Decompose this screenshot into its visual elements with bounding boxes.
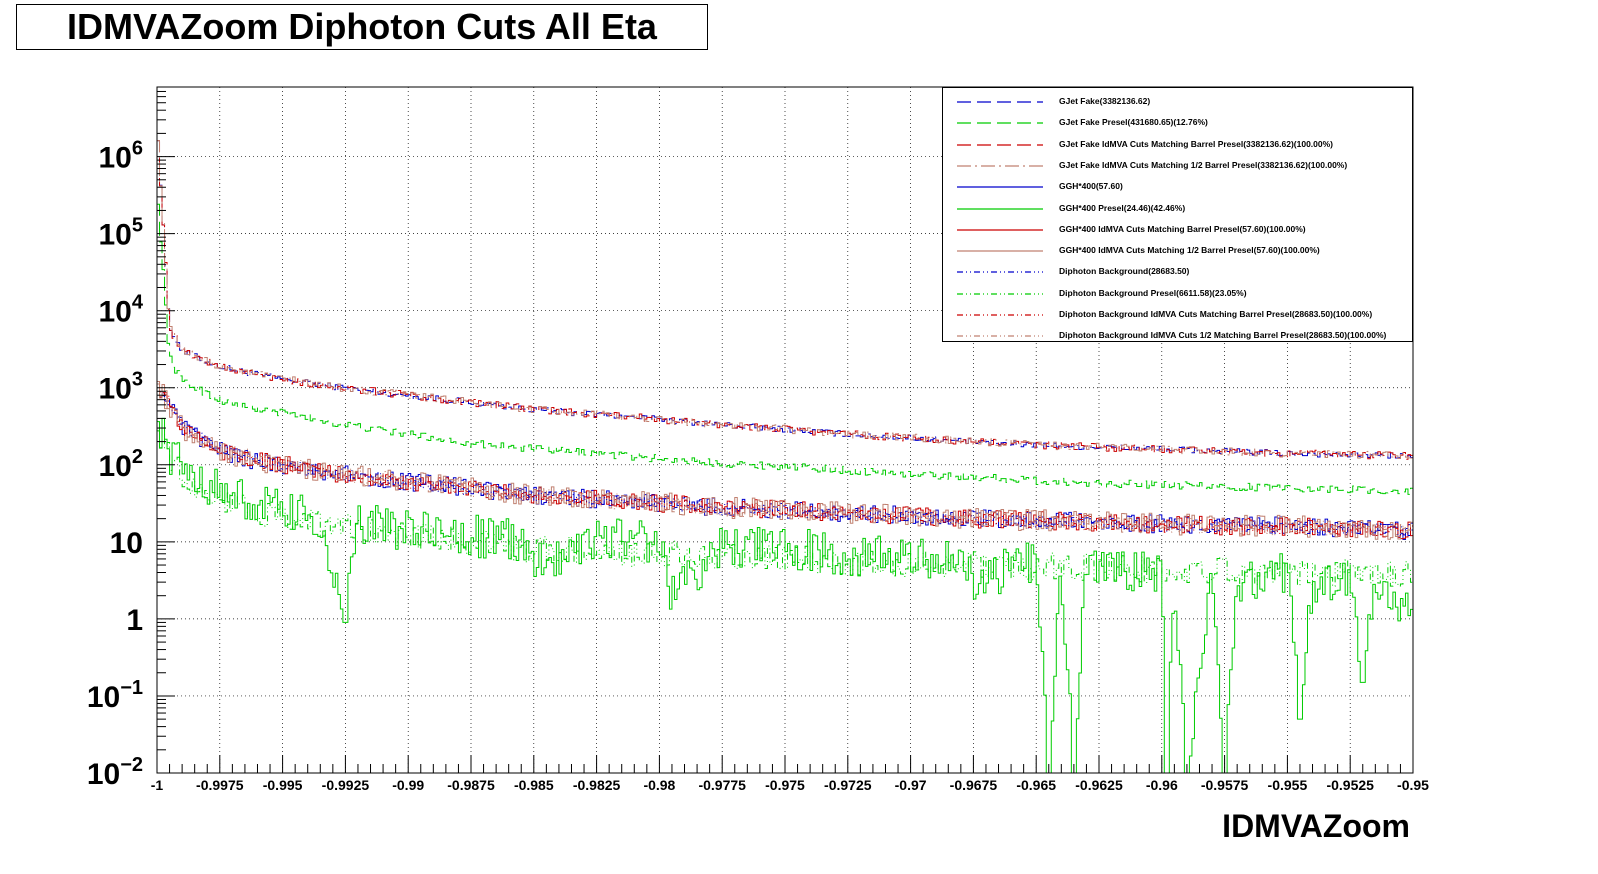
legend-swatch xyxy=(957,122,1043,124)
x-tick-label: -0.9625 xyxy=(1075,777,1123,793)
legend-entry: GJet Fake IdMVA Cuts Matching 1/2 Barrel… xyxy=(943,156,1412,176)
legend-label: GGH*400 Presel(24.46)(42.46%) xyxy=(1059,202,1186,213)
legend-swatch xyxy=(957,229,1043,231)
x-tick-label: -0.995 xyxy=(263,777,303,793)
series-line xyxy=(157,429,1413,587)
legend-label: Diphoton Background IdMVA Cuts 1/2 Match… xyxy=(1059,330,1387,341)
y-tick-label: 104 xyxy=(99,292,144,329)
legend-entry: GGH*400 Presel(24.46)(42.46%) xyxy=(943,199,1412,219)
x-tick-label: -0.9875 xyxy=(447,777,495,793)
y-tick-label: 10 xyxy=(110,527,143,560)
legend-swatch xyxy=(957,143,1043,146)
legend-label: GJet Fake IdMVA Cuts Matching Barrel Pre… xyxy=(1059,138,1334,149)
legend-swatch xyxy=(957,186,1043,188)
legend-swatch xyxy=(957,250,1043,252)
y-tick-label: 1 xyxy=(126,604,143,637)
x-tick-label: -0.9825 xyxy=(573,777,621,793)
legend-swatch xyxy=(957,271,1043,273)
legend-swatch xyxy=(957,314,1043,316)
y-tick-label: 10−1 xyxy=(87,677,143,714)
chart-title: IDMVAZoom Diphoton Cuts All Eta xyxy=(67,6,657,47)
series-line xyxy=(157,203,1413,495)
x-tick-label: -0.9575 xyxy=(1201,777,1249,793)
x-tick-label: -0.99 xyxy=(392,777,424,793)
legend-entry: Diphoton Background IdMVA Cuts 1/2 Match… xyxy=(943,326,1412,346)
x-tick-label: -1 xyxy=(151,777,164,793)
legend-entry: Diphoton Background Presel(6611.58)(23.0… xyxy=(943,284,1412,304)
legend-swatch xyxy=(957,207,1043,210)
legend-entry: GJet Fake(3382136.62) xyxy=(943,92,1412,112)
series-line xyxy=(157,140,1413,460)
legend-entry: GJet Fake Presel(431680.65)(12.76%) xyxy=(943,113,1412,133)
legend-entry: Diphoton Background IdMVA Cuts Matching … xyxy=(943,305,1412,325)
legend-label: Diphoton Background Presel(6611.58)(23.0… xyxy=(1059,287,1247,298)
legend-label: Diphoton Background IdMVA Cuts Matching … xyxy=(1059,309,1373,319)
x-tick-label: -0.9975 xyxy=(196,777,244,793)
legend-entry: GGH*400(57.60) xyxy=(943,177,1412,197)
legend-label: Diphoton Background(28683.50) xyxy=(1059,266,1190,277)
y-tick-label: 10−2 xyxy=(87,754,143,791)
x-tick-label: -0.955 xyxy=(1268,777,1308,793)
x-tick-label: -0.95 xyxy=(1397,777,1429,793)
series-line xyxy=(157,381,1413,537)
legend-entry: Diphoton Background(28683.50) xyxy=(943,262,1412,282)
legend-label: GGH*400 IdMVA Cuts Matching 1/2 Barrel P… xyxy=(1059,245,1320,256)
legend-entry: GJet Fake IdMVA Cuts Matching Barrel Pre… xyxy=(943,135,1412,155)
chart-title-box: IDMVAZoom Diphoton Cuts All Eta xyxy=(16,4,708,50)
legend-label: GGH*400 IdMVA Cuts Matching Barrel Prese… xyxy=(1059,223,1306,234)
x-tick-label: -0.9525 xyxy=(1326,777,1374,793)
series-line xyxy=(157,383,1413,540)
x-axis-label: IDMVAZoom xyxy=(1222,808,1410,844)
x-tick-label: -0.965 xyxy=(1016,777,1056,793)
x-tick-label: -0.9925 xyxy=(322,777,370,793)
legend-swatch xyxy=(957,165,1043,167)
x-tick-label: -0.985 xyxy=(514,777,554,793)
y-tick-label: 106 xyxy=(99,138,144,175)
legend-entry: GGH*400 IdMVA Cuts Matching Barrel Prese… xyxy=(943,220,1412,240)
x-tick-label: -0.97 xyxy=(895,777,927,793)
x-tick-label: -0.9725 xyxy=(824,777,872,793)
legend-label: GJet Fake IdMVA Cuts Matching 1/2 Barrel… xyxy=(1059,159,1348,170)
axis-ticks xyxy=(156,86,1414,774)
series-line xyxy=(157,383,1413,540)
legend-label: GGH*400(57.60) xyxy=(1059,181,1123,192)
y-tick-label: 105 xyxy=(99,215,144,252)
series-line xyxy=(157,417,1413,774)
legend-swatch xyxy=(957,101,1043,103)
series-line xyxy=(157,381,1413,538)
y-tick-label: 103 xyxy=(99,369,144,406)
x-tick-label: -0.98 xyxy=(643,777,675,793)
legend: GJet Fake(3382136.62) GJet Fake Presel(43… xyxy=(942,87,1413,342)
legend-swatch xyxy=(957,335,1043,337)
series-layer xyxy=(157,140,1413,774)
tick-labels: -1 -0.9975 -0.995 -0.9925 -0.99 -0.9875 -0.985… xyxy=(87,138,1429,793)
legend-label: GJet Fake Presel(431680.65)(12.76%) xyxy=(1059,117,1208,128)
y-tick-label: 102 xyxy=(99,446,144,483)
legend-label: GJet Fake(3382136.62) xyxy=(1059,96,1151,106)
x-tick-label: -0.9675 xyxy=(950,777,998,793)
x-tick-label: -0.96 xyxy=(1146,777,1178,793)
legend-entry: GGH*400 IdMVA Cuts Matching 1/2 Barrel P… xyxy=(943,241,1412,261)
x-tick-label: -0.9775 xyxy=(698,777,746,793)
x-tick-label: -0.975 xyxy=(765,777,805,793)
legend-swatch xyxy=(957,293,1043,295)
